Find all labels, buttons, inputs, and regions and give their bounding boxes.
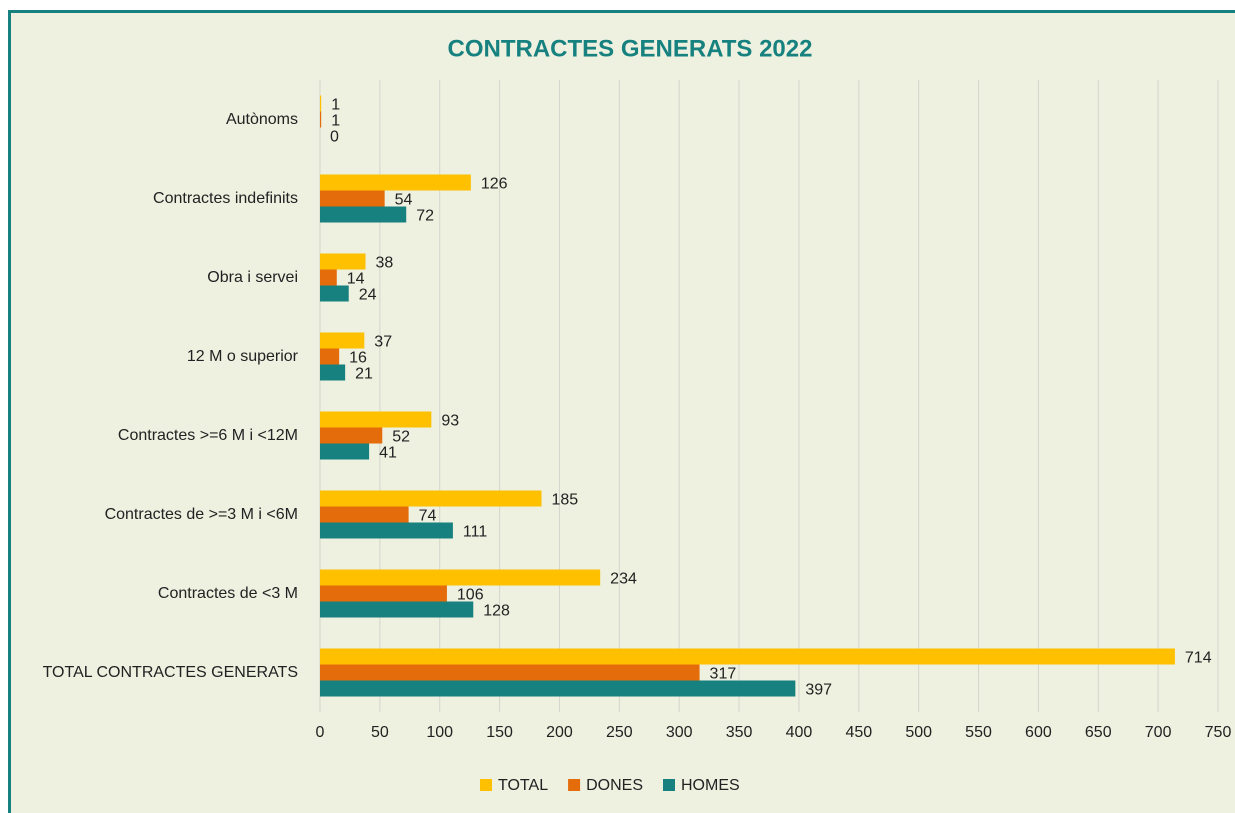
value-label: 52 — [392, 429, 410, 446]
bar — [320, 522, 453, 539]
value-label: 21 — [355, 366, 373, 383]
bar — [320, 269, 337, 286]
bar — [320, 348, 340, 365]
y-tick-label: Contractes indefinits — [153, 189, 298, 207]
bar — [320, 506, 409, 523]
y-tick-label: Autònoms — [225, 110, 298, 128]
x-tick-label: 750 — [1205, 724, 1232, 741]
legend-swatch — [568, 779, 581, 791]
bar — [320, 490, 542, 507]
value-label: 317 — [710, 666, 737, 683]
value-label: 714 — [1185, 650, 1212, 667]
legend-label: HOMES — [681, 777, 740, 794]
bar — [320, 443, 370, 460]
x-tick-label: 100 — [426, 724, 453, 741]
bar — [320, 648, 1175, 665]
value-label: 1 — [331, 113, 340, 130]
value-label: 185 — [552, 492, 579, 509]
x-tick-label: 450 — [845, 724, 872, 741]
bar — [320, 585, 447, 602]
x-tick-label: 350 — [726, 724, 753, 741]
y-tick-label: Contractes de <3 M — [157, 584, 298, 602]
value-label: 106 — [457, 587, 484, 604]
legend-swatch — [663, 779, 675, 791]
bar — [320, 364, 346, 381]
legend-swatch — [480, 779, 492, 791]
value-label: 54 — [395, 192, 413, 209]
bar — [320, 95, 322, 112]
legend-label: DONES — [586, 777, 643, 794]
value-label: 234 — [610, 571, 637, 588]
x-tick-label: 400 — [786, 724, 813, 741]
x-tick-label: 0 — [316, 724, 325, 741]
x-tick-label: 250 — [606, 724, 633, 741]
x-tick-label: 200 — [546, 724, 573, 741]
bar — [320, 111, 322, 128]
value-label: 126 — [481, 176, 508, 193]
bar — [320, 332, 365, 349]
bar — [320, 569, 601, 586]
value-label: 111 — [463, 524, 487, 541]
bar — [320, 601, 474, 618]
value-label: 38 — [375, 255, 393, 272]
value-label: 93 — [441, 413, 459, 430]
x-tick-label: 500 — [905, 724, 932, 741]
x-tick-label: 650 — [1085, 724, 1112, 741]
bar — [320, 427, 383, 444]
value-label: 14 — [347, 271, 365, 288]
value-label: 0 — [330, 129, 339, 146]
x-tick-label: 550 — [965, 724, 992, 741]
value-label: 72 — [416, 208, 434, 225]
chart-title: CONTRACTES GENERATS 2022 — [448, 35, 813, 62]
bar — [320, 206, 407, 223]
value-label: 74 — [419, 508, 437, 525]
y-tick-label: Obra i servei — [207, 268, 298, 286]
x-tick-label: 600 — [1025, 724, 1052, 741]
x-tick-label: 150 — [486, 724, 513, 741]
y-tick-label: Contractes de >=3 M i <6M — [104, 505, 298, 523]
bar — [320, 285, 349, 302]
y-tick-label: TOTAL CONTRACTES GENERATS — [42, 663, 298, 681]
bar — [320, 190, 385, 207]
x-tick-label: 50 — [371, 724, 389, 741]
bar — [320, 174, 471, 191]
legend-label: TOTAL — [498, 777, 548, 794]
value-label: 24 — [359, 287, 377, 304]
x-tick-label: 300 — [666, 724, 693, 741]
y-tick-label: Contractes >=6 M i <12M — [117, 426, 298, 444]
value-label: 16 — [349, 350, 367, 367]
bar — [320, 411, 432, 428]
value-label: 37 — [374, 334, 392, 351]
value-label: 41 — [379, 445, 397, 462]
value-label: 1 — [331, 97, 340, 114]
bar — [320, 664, 700, 681]
bar — [320, 680, 796, 697]
x-tick-label: 700 — [1145, 724, 1172, 741]
value-label: 397 — [805, 682, 832, 699]
y-tick-label: 12 M o superior — [186, 347, 298, 365]
value-label: 128 — [483, 603, 510, 620]
bar — [320, 253, 366, 270]
